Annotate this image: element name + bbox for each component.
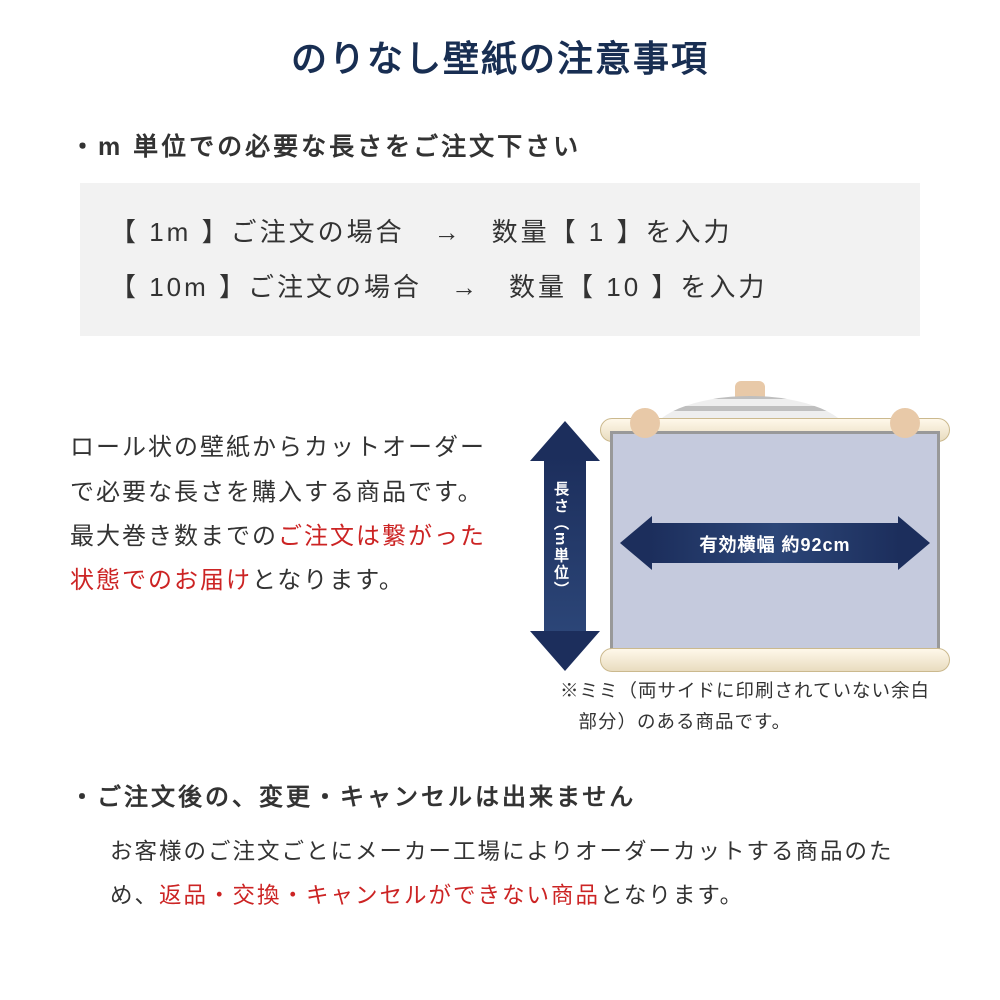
desc-post: となります。 [252,567,405,594]
mimi-footnote: ※ミミ（両サイドに印刷されていない余白部分）のある商品です。 [560,676,940,737]
order-example-box: 【 1m 】ご注文の場合 → 数量【 1 】を入力 【 10m 】ご注文の場合 … [80,183,920,336]
width-arrow: 有効横幅 約92cm [620,516,930,571]
example-row-1: 【 1m 】ご注文の場合 → 数量【 1 】を入力 [110,205,890,260]
body-emphasis: 返品・交換・キャンセルができない商品 [159,883,600,908]
page-title: のりなし壁紙の注意事項 [70,30,930,82]
width-arrow-label: 有効横幅 約92cm [620,531,930,557]
wallpaper-diagram: 長さ（m単位） 有効横幅 約92cm [520,376,940,676]
roll-bottom [600,648,950,672]
example-row-2: 【 10m 】ご注文の場合 → 数量【 10 】を入力 [110,260,890,315]
section1-heading: ・m 単位での必要な長さをご注文下さい [70,127,930,163]
body-post: となります。 [600,883,744,908]
hand-right [890,408,920,438]
hand-left [630,408,660,438]
cut-order-description: ロール状の壁紙からカットオーダーで必要な長さを購入する商品です。最大巻き数までの… [70,376,500,737]
length-arrow-label: 長さ（m単位） [550,481,571,598]
no-cancel-description: お客様のご注文ごとにメーカー工場によりオーダーカットする商品のため、返品・交換・… [70,830,930,918]
section2-heading: ・ご注文後の、変更・キャンセルは出来ません [70,777,930,812]
length-arrow: 長さ（m単位） [530,421,600,671]
